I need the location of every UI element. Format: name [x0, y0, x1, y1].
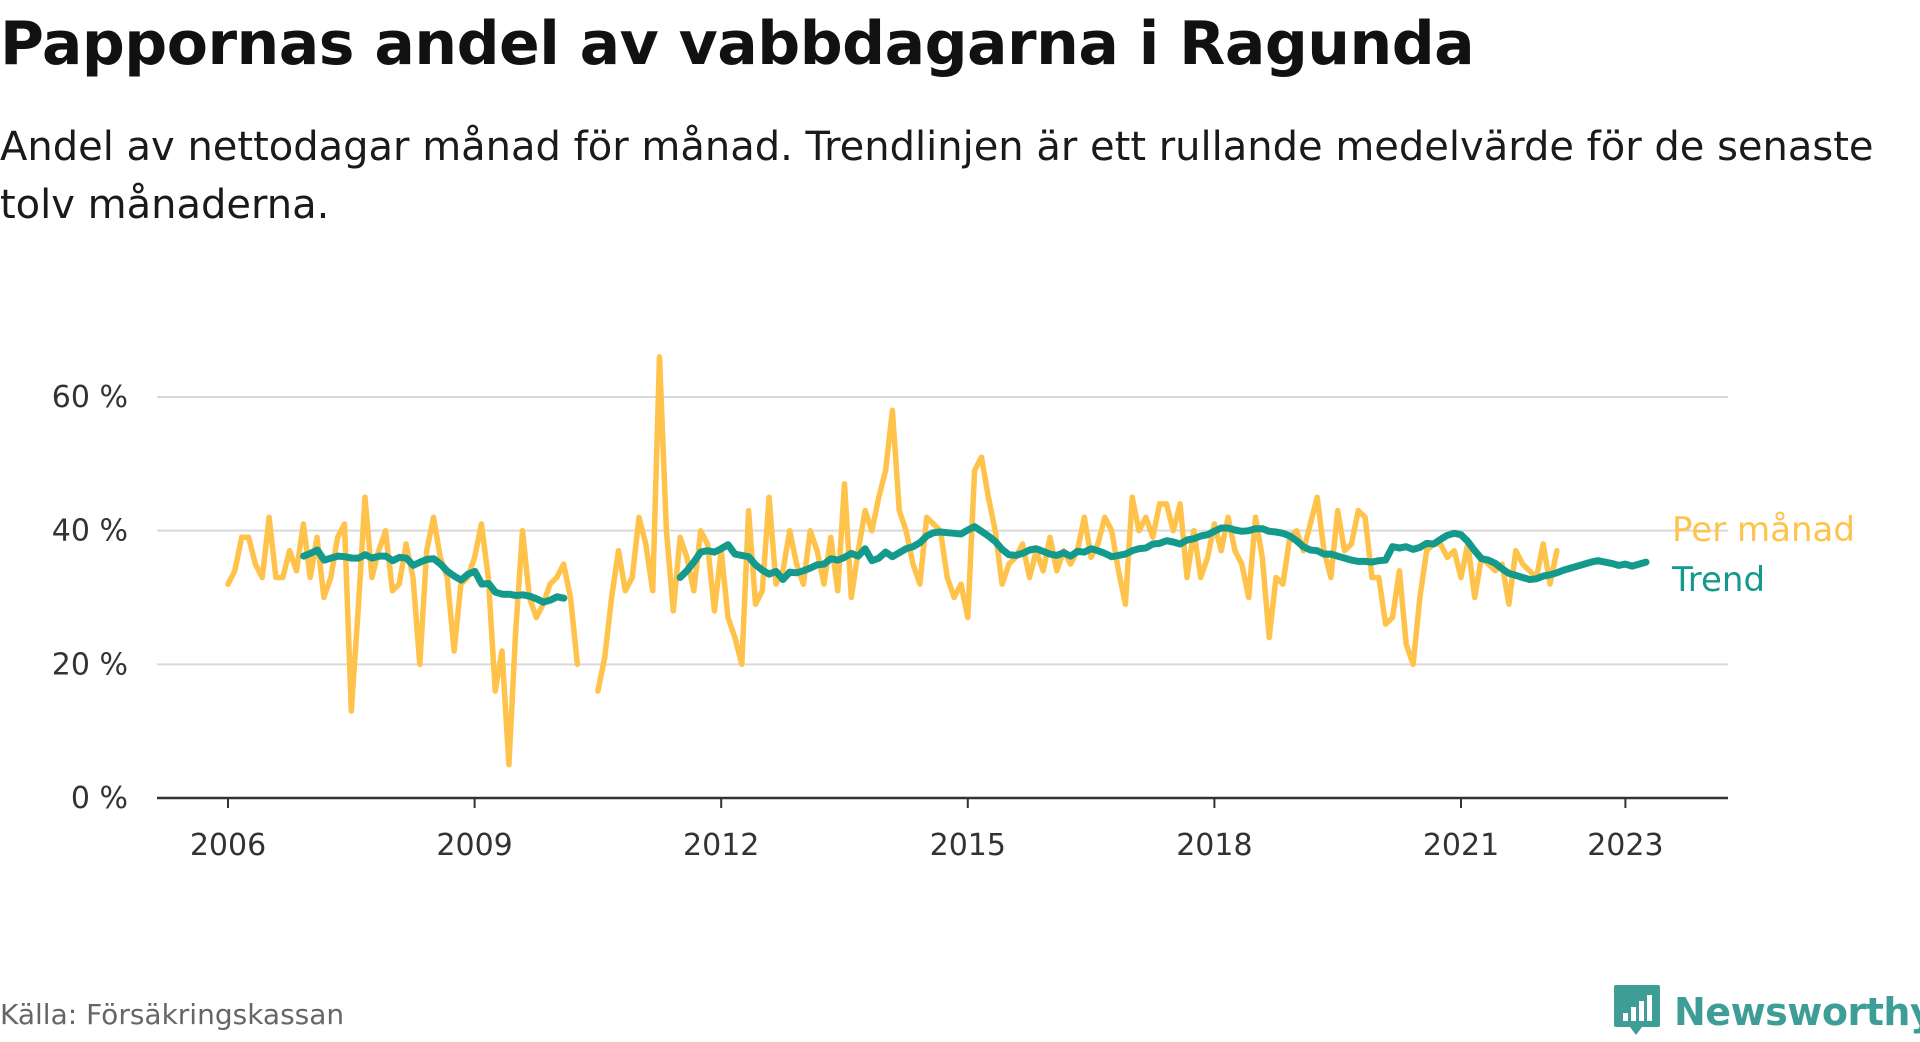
x-tick-label: 2012 — [683, 828, 759, 863]
y-tick-label: 60 % — [52, 380, 128, 415]
y-tick-label: 40 % — [52, 514, 128, 549]
chart-title: Pappornas andel av vabbdagarna i Ragunda — [0, 9, 1475, 79]
legend: Per månad Trend — [1671, 510, 1855, 600]
x-tick-label: 2006 — [190, 828, 266, 863]
x-tick-label: 2009 — [436, 828, 512, 863]
trend-line-segment-2 — [676, 523, 1650, 583]
x-tick-label: 2023 — [1587, 828, 1663, 863]
axes: 0 % 20 % 40 % 60 % 2006 2009 2012 2015 2018 2021 2… — [52, 380, 1728, 863]
y-tick-label: 20 % — [52, 647, 128, 682]
trend-line-segment-1 — [300, 546, 568, 606]
x-tick-label: 2018 — [1176, 828, 1252, 863]
series-lines — [225, 354, 1650, 768]
x-tick-label: 2015 — [930, 828, 1006, 863]
legend-trend: Trend — [1671, 560, 1765, 600]
monthly-line-segment-1 — [225, 494, 581, 768]
legend-per-manad: Per månad — [1672, 510, 1855, 550]
monthly-line-segment-2 — [595, 354, 1560, 694]
chart-subtitle: Andel av nettodagar månad för månad. Tre… — [0, 124, 1874, 228]
brand-logo[interactable]: Newsworthy — [1612, 982, 1920, 1042]
x-tick-label: 2021 — [1423, 828, 1499, 863]
newsworthy-icon — [1614, 985, 1660, 1035]
brand-name: Newsworthy — [1674, 990, 1920, 1034]
source-note: Källa: Försäkringskassan — [0, 998, 345, 1031]
y-tick-label: 0 % — [71, 781, 128, 816]
